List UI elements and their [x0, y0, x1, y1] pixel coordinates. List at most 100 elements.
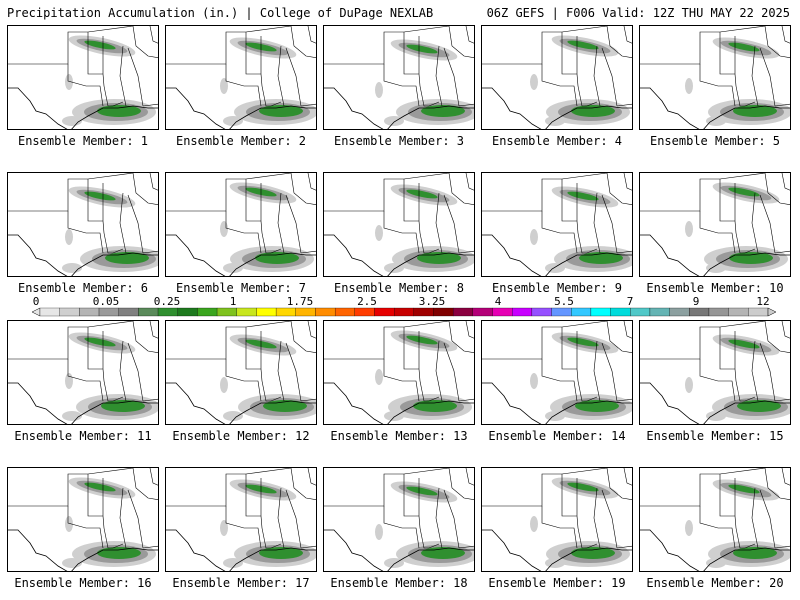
colorbar-segment — [748, 307, 769, 317]
colorbar-segment — [354, 307, 375, 317]
ensemble-map-panel — [481, 25, 633, 130]
precipitation-map — [324, 173, 474, 276]
ensemble-map-panel — [165, 25, 317, 130]
ensemble-member-label: Ensemble Member: 8 — [333, 281, 465, 295]
ensemble-member-label: Ensemble Member: 18 — [330, 576, 468, 590]
colorbar-tick-label: 12 — [756, 295, 770, 308]
ensemble-map-panel — [639, 467, 791, 572]
colorbar-segment — [39, 307, 60, 317]
colorbar-segment — [59, 307, 80, 317]
precipitation-map — [640, 173, 790, 276]
precipitation-map — [8, 173, 158, 276]
colorbar-segment — [98, 307, 119, 317]
colorbar-segment — [118, 307, 139, 317]
colorbar-segment — [394, 307, 414, 317]
colorbar-segment — [334, 307, 355, 317]
colorbar-tick-label: 0.25 — [153, 295, 181, 308]
ensemble-map-panel — [7, 467, 159, 572]
precipitation-map — [482, 321, 632, 424]
colorbar-segment — [512, 307, 533, 317]
ensemble-member-label: Ensemble Member: 16 — [14, 576, 152, 590]
colorbar-tick-label: 1 — [229, 295, 237, 308]
ensemble-map-panel — [639, 25, 791, 130]
precipitation-map — [640, 321, 790, 424]
ensemble-map-panel — [639, 320, 791, 425]
ensemble-map-panel — [7, 25, 159, 130]
colorbar-segment — [492, 307, 513, 317]
ensemble-member-label: Ensemble Member: 5 — [649, 134, 781, 148]
precipitation-map — [324, 26, 474, 129]
precipitation-map — [166, 173, 316, 276]
ensemble-member-label: Ensemble Member: 2 — [175, 134, 307, 148]
ensemble-member-label: Ensemble Member: 12 — [172, 429, 310, 443]
ensemble-map-panel — [639, 172, 791, 277]
colorbar-tick-label: 1.75 — [286, 295, 314, 308]
ensemble-map-panel — [165, 172, 317, 277]
precipitation-map — [482, 173, 632, 276]
precipitation-map — [8, 26, 158, 129]
chart-title: Precipitation Accumulation (in.) | Colle… — [7, 6, 434, 20]
ensemble-map-panel — [165, 467, 317, 572]
ensemble-map-panel — [323, 467, 475, 572]
colorbar-segment — [708, 307, 729, 317]
colorbar-segment — [551, 307, 572, 317]
ensemble-map-panel — [481, 172, 633, 277]
colorbar-segment — [472, 307, 493, 317]
ensemble-map-panel — [323, 172, 475, 277]
precipitation-map — [324, 468, 474, 571]
ensemble-member-label: Ensemble Member: 9 — [491, 281, 623, 295]
colorbar-segment — [590, 307, 611, 317]
colorbar-tick-label: 0 — [32, 295, 40, 308]
ensemble-member-label: Ensemble Member: 13 — [330, 429, 468, 443]
colorbar-min-arrow — [31, 307, 41, 317]
ensemble-map-panel — [323, 25, 475, 130]
ensemble-member-label: Ensemble Member: 15 — [646, 429, 784, 443]
colorbar-segment — [374, 307, 395, 317]
ensemble-map-panel — [7, 320, 159, 425]
colorbar-tick-label: 2.5 — [357, 295, 377, 308]
colorbar-tick-label: 9 — [692, 295, 700, 308]
colorbar-max-arrow — [767, 307, 777, 317]
colorbar-segment — [177, 307, 198, 317]
colorbar-segment — [531, 307, 552, 317]
colorbar-segment — [728, 307, 749, 317]
precipitation-map — [166, 26, 316, 129]
colorbar-segment — [157, 307, 178, 317]
colorbar-graphic — [31, 307, 777, 317]
ensemble-member-label: Ensemble Member: 20 — [646, 576, 784, 590]
colorbar-segment — [236, 307, 257, 317]
ensemble-map-panel — [323, 320, 475, 425]
ensemble-member-label: Ensemble Member: 11 — [14, 429, 152, 443]
ensemble-member-label: Ensemble Member: 1 — [17, 134, 149, 148]
precipitation-map — [482, 26, 632, 129]
colorbar-tick-label: 4 — [494, 295, 502, 308]
colorbar-segment — [571, 307, 592, 317]
run-info: 06Z GEFS | F006 Valid: 12Z THU MAY 22 20… — [486, 6, 790, 20]
precipitation-map — [166, 321, 316, 424]
colorbar-segment — [216, 307, 237, 317]
colorbar — [0, 296, 800, 318]
ensemble-member-label: Ensemble Member: 4 — [491, 134, 623, 148]
colorbar-tick-label: 7 — [626, 295, 634, 308]
ensemble-map-panel — [481, 467, 633, 572]
colorbar-segment — [275, 307, 296, 317]
precipitation-map — [324, 321, 474, 424]
colorbar-tick-label: 3.25 — [418, 295, 446, 308]
colorbar-segment — [689, 307, 710, 317]
colorbar-segment — [649, 307, 670, 317]
precipitation-map — [640, 468, 790, 571]
colorbar-segment — [197, 307, 218, 317]
ensemble-member-label: Ensemble Member: 10 — [646, 281, 784, 295]
ensemble-map-panel — [481, 320, 633, 425]
colorbar-segment — [315, 307, 336, 317]
colorbar-segment — [630, 307, 651, 317]
colorbar-segment — [256, 307, 277, 317]
colorbar-segment — [453, 307, 474, 317]
ensemble-map-panel — [165, 320, 317, 425]
precipitation-map — [482, 468, 632, 571]
precipitation-map — [8, 468, 158, 571]
ensemble-member-label: Ensemble Member: 6 — [17, 281, 149, 295]
colorbar-segment — [413, 307, 434, 317]
colorbar-segment — [138, 307, 159, 317]
ensemble-member-label: Ensemble Member: 14 — [488, 429, 626, 443]
